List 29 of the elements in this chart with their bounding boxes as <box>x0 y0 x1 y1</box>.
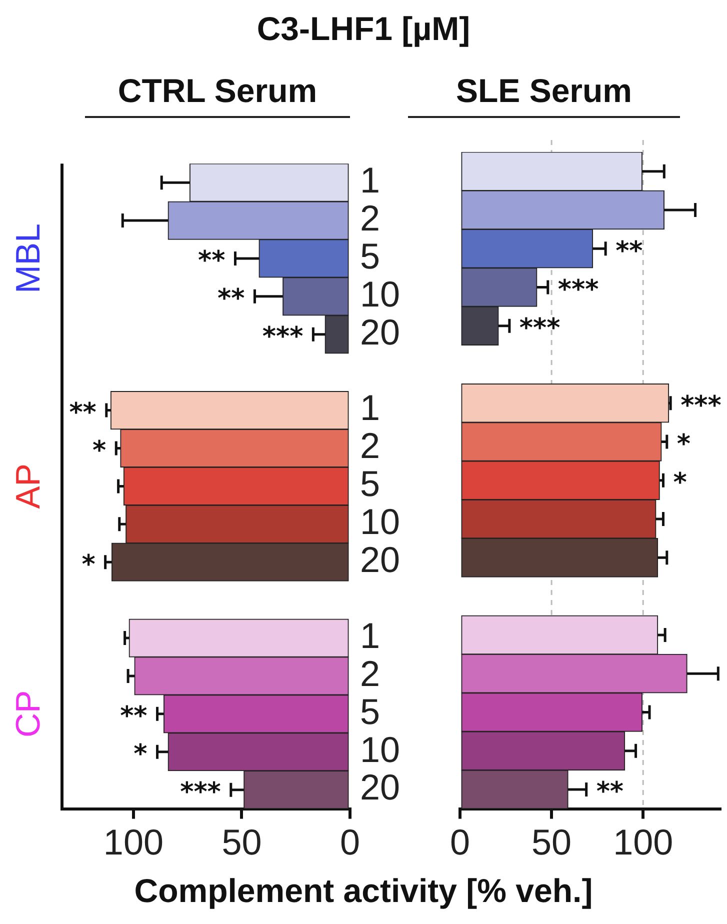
chart-title: CTRL Serum <box>85 72 350 118</box>
data-label: * <box>82 550 96 580</box>
text: AP <box>9 464 48 509</box>
data-label: *** <box>519 314 561 344</box>
data-label: ** <box>596 777 624 808</box>
x-tick-label: 50 <box>222 821 262 862</box>
data-label: *** <box>680 390 722 421</box>
data-label: *** <box>180 778 222 808</box>
x-tick-label: 50 <box>532 821 572 862</box>
x-tick-label: 0 <box>340 821 360 862</box>
y-axis-title: C3-LHF1 [µM] <box>256 10 472 48</box>
data-label: ** <box>218 284 246 314</box>
data-label: * <box>676 430 691 460</box>
data-label: *** <box>558 274 600 305</box>
data-label: * <box>134 740 148 770</box>
data-label: ** <box>198 246 226 276</box>
x-tick-label: 100 <box>103 821 164 862</box>
x-tick-label: 100 <box>613 821 674 862</box>
data-label: ** <box>120 702 148 732</box>
text: CP <box>9 690 48 738</box>
data-label: ** <box>69 398 97 428</box>
chart-title: SLE Serum <box>408 72 680 118</box>
data-label: ** <box>616 236 644 266</box>
text: MBL <box>9 224 48 294</box>
data-label: * <box>673 468 688 498</box>
x-axis-title: Complement activity [% veh.] <box>133 872 594 910</box>
data-label: *** <box>262 322 304 352</box>
data-label: * <box>92 436 107 466</box>
x-tick-label: 0 <box>450 821 470 862</box>
